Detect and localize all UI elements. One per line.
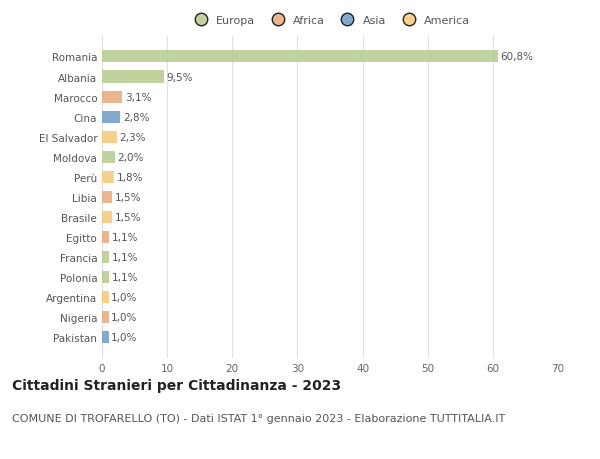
Text: 1,0%: 1,0% <box>111 332 137 342</box>
Text: 1,5%: 1,5% <box>115 213 141 222</box>
Text: 60,8%: 60,8% <box>500 52 533 62</box>
Text: 3,1%: 3,1% <box>125 92 151 102</box>
Text: COMUNE DI TROFARELLO (TO) - Dati ISTAT 1° gennaio 2023 - Elaborazione TUTTITALIA: COMUNE DI TROFARELLO (TO) - Dati ISTAT 1… <box>12 413 505 423</box>
Bar <box>102 131 117 143</box>
Legend: Europa, Africa, Asia, America: Europa, Africa, Asia, America <box>187 14 473 28</box>
Bar <box>102 51 498 63</box>
Bar <box>102 212 112 224</box>
Text: 1,8%: 1,8% <box>116 173 143 182</box>
Bar <box>102 191 112 203</box>
Text: 1,1%: 1,1% <box>112 232 138 242</box>
Text: Cittadini Stranieri per Cittadinanza - 2023: Cittadini Stranieri per Cittadinanza - 2… <box>12 379 341 392</box>
Bar <box>102 151 115 163</box>
Text: 1,1%: 1,1% <box>112 252 138 263</box>
Bar <box>102 311 109 324</box>
Bar <box>102 112 120 123</box>
Bar <box>102 291 109 303</box>
Text: 1,0%: 1,0% <box>111 313 137 322</box>
Text: 2,8%: 2,8% <box>123 112 149 123</box>
Bar <box>102 271 109 283</box>
Bar <box>102 91 122 103</box>
Text: 1,5%: 1,5% <box>115 192 141 202</box>
Bar <box>102 171 114 183</box>
Bar <box>102 331 109 343</box>
Bar <box>102 252 109 263</box>
Text: 1,1%: 1,1% <box>112 272 138 282</box>
Text: 9,5%: 9,5% <box>166 73 193 82</box>
Bar <box>102 231 109 243</box>
Text: 1,0%: 1,0% <box>111 292 137 302</box>
Bar <box>102 71 164 84</box>
Text: 2,0%: 2,0% <box>118 152 144 162</box>
Text: 2,3%: 2,3% <box>119 132 146 142</box>
